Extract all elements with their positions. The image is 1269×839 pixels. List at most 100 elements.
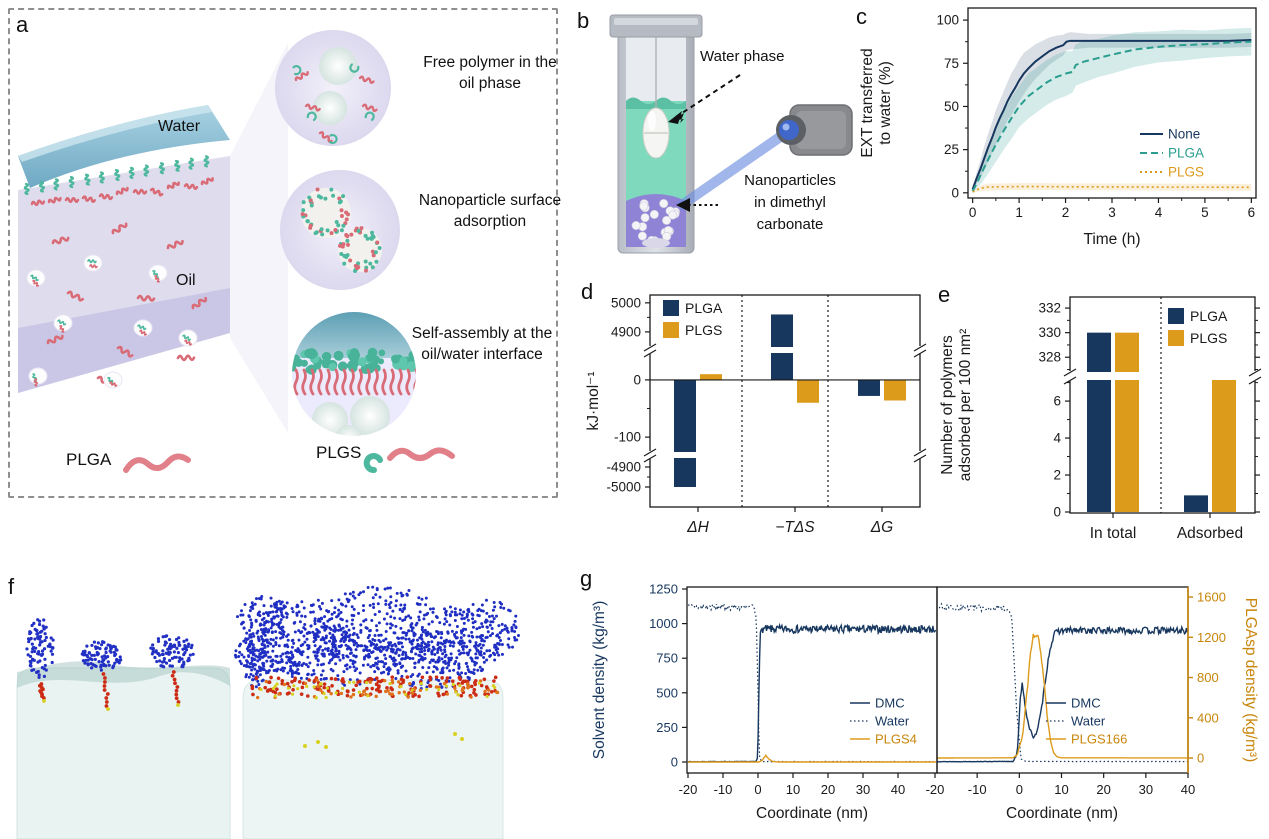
svg-text:0: 0	[1197, 751, 1204, 766]
svg-text:0: 0	[951, 185, 959, 200]
svg-text:0: 0	[633, 372, 641, 387]
svg-text:PLGS4: PLGS4	[875, 732, 917, 747]
panel-b-illustration	[609, 14, 853, 254]
chart-d: 5000 4900 0 -100 -4900 -5000 ΔH −TΔS ΔG PLGA PLGS k…	[585, 294, 927, 536]
svg-text:None: None	[1168, 127, 1200, 142]
svg-text:30: 30	[856, 782, 870, 797]
svg-text:332: 332	[1038, 301, 1061, 316]
bar-PLGA-0	[674, 458, 696, 487]
svg-text:PLGS: PLGS	[685, 322, 722, 338]
series-DMC	[937, 624, 1188, 763]
svg-text:0: 0	[1053, 505, 1061, 520]
legend-g_left: DMC Water PLGS4	[850, 696, 917, 747]
y-axis-label: EXT transferredto water (%)	[859, 48, 894, 157]
bar-PLGA-2	[858, 379, 880, 396]
svg-text:0: 0	[1016, 782, 1023, 797]
axes-frame	[1069, 296, 1256, 514]
svg-text:Water: Water	[875, 714, 910, 729]
plga-squiggle	[123, 453, 191, 473]
panel-letter-f: f	[8, 574, 15, 599]
series-PLGS	[972, 185, 1252, 193]
panel-a-illustration	[18, 30, 455, 473]
bar-PLGS-1	[797, 379, 819, 403]
axes-frame	[649, 294, 921, 508]
svg-text:-5000: -5000	[606, 480, 641, 495]
bars	[1087, 332, 1236, 512]
water-wedge	[18, 105, 230, 188]
series-Water	[937, 602, 1188, 763]
chart-c: 0 1 2 3 4 5 6 0 25 50 75 100 Time (h) EXT transferred…	[859, 7, 1257, 248]
circle-free-polymer	[275, 30, 391, 146]
bars	[674, 314, 906, 487]
svg-text:Time (h): Time (h)	[1083, 231, 1140, 248]
svg-text:Coordinate (nm): Coordinate (nm)	[756, 805, 868, 822]
legend: None PLGA PLGS	[1140, 127, 1204, 180]
y-axis-label-left: Solvent density (kg/m³)	[591, 601, 608, 760]
svg-text:-20: -20	[926, 782, 945, 797]
svg-text:50: 50	[944, 99, 959, 114]
annotation-free-polymer: Free polymer in the oil phase	[423, 54, 557, 93]
plgs-squiggle-head	[363, 453, 383, 473]
svg-text:-20: -20	[679, 782, 698, 797]
svg-text:5: 5	[1201, 205, 1209, 220]
circle-self-assembly	[292, 312, 416, 436]
y-axis-label: kJ·mol⁻¹	[585, 372, 602, 431]
svg-text:25: 25	[944, 142, 959, 157]
panel-letter-b: b	[577, 8, 590, 33]
annotation-self-assembly: Self-assembly at the oil/water interface	[411, 325, 553, 364]
svg-text:5000: 5000	[611, 295, 641, 310]
svg-text:10: 10	[786, 782, 800, 797]
svg-text:1000: 1000	[649, 616, 678, 631]
svg-text:40: 40	[1181, 782, 1195, 797]
svg-text:2: 2	[1053, 468, 1061, 483]
svg-text:328: 328	[1038, 350, 1061, 365]
svg-text:-10: -10	[968, 782, 987, 797]
bar-PLGA-1	[771, 353, 793, 380]
svg-text:30: 30	[1139, 782, 1153, 797]
water-slab-right	[242, 679, 504, 839]
series-PLGS4	[688, 754, 936, 763]
series-PLGS166	[937, 633, 1188, 759]
legend-g_right: DMC Water PLGS166	[1046, 696, 1127, 747]
band-PLGA	[972, 27, 1252, 193]
subplot-g_right	[937, 602, 1188, 763]
svg-text:-100: -100	[614, 430, 641, 445]
svg-text:10: 10	[1054, 782, 1068, 797]
svg-text:PLGA: PLGA	[1190, 308, 1228, 324]
svg-text:1600: 1600	[1197, 590, 1226, 605]
svg-text:6: 6	[1053, 394, 1061, 409]
y-axis-label-right: PLGAsp density (kg/m³)	[1242, 598, 1259, 763]
panel-letter-d: d	[581, 279, 594, 304]
bar-PLGS-0	[1115, 380, 1139, 512]
bar-PLGA-1	[1184, 495, 1208, 512]
bar-PLGA-0	[1087, 380, 1111, 512]
series-PLGA	[971, 40, 1252, 192]
svg-text:500: 500	[656, 685, 678, 700]
svg-text:20: 20	[821, 782, 835, 797]
bar-PLGS-0	[700, 374, 722, 380]
svg-text:1250: 1250	[649, 582, 678, 597]
plot-area	[971, 27, 1252, 193]
annotation-surface-adsorption: Nanoparticle surface adsorption	[418, 192, 562, 231]
svg-text:330: 330	[1038, 325, 1061, 340]
nanoparticles-label: Nanoparticles in dimethyl carbonate	[744, 172, 836, 233]
svg-text:Adsorbed: Adsorbed	[1177, 525, 1243, 542]
laser-beam	[676, 125, 792, 211]
legend: PLGA PLGS	[1168, 308, 1228, 346]
svg-text:400: 400	[1197, 710, 1219, 725]
svg-text:-10: -10	[714, 782, 733, 797]
svg-text:ΔH: ΔH	[686, 519, 709, 536]
svg-text:PLGS: PLGS	[1168, 165, 1204, 180]
panel-letter-e: e	[938, 282, 951, 307]
svg-text:PLGA: PLGA	[1168, 146, 1204, 161]
svg-text:DMC: DMC	[1071, 696, 1101, 711]
bar-PLGS-2	[884, 379, 906, 401]
water-slab-left	[16, 667, 231, 839]
svg-text:Coordinate (nm): Coordinate (nm)	[1006, 805, 1118, 822]
svg-text:PLGS: PLGS	[1190, 330, 1227, 346]
svg-text:4: 4	[1053, 431, 1061, 446]
svg-text:6: 6	[1248, 205, 1256, 220]
svg-text:40: 40	[891, 782, 905, 797]
svg-text:0: 0	[754, 782, 761, 797]
